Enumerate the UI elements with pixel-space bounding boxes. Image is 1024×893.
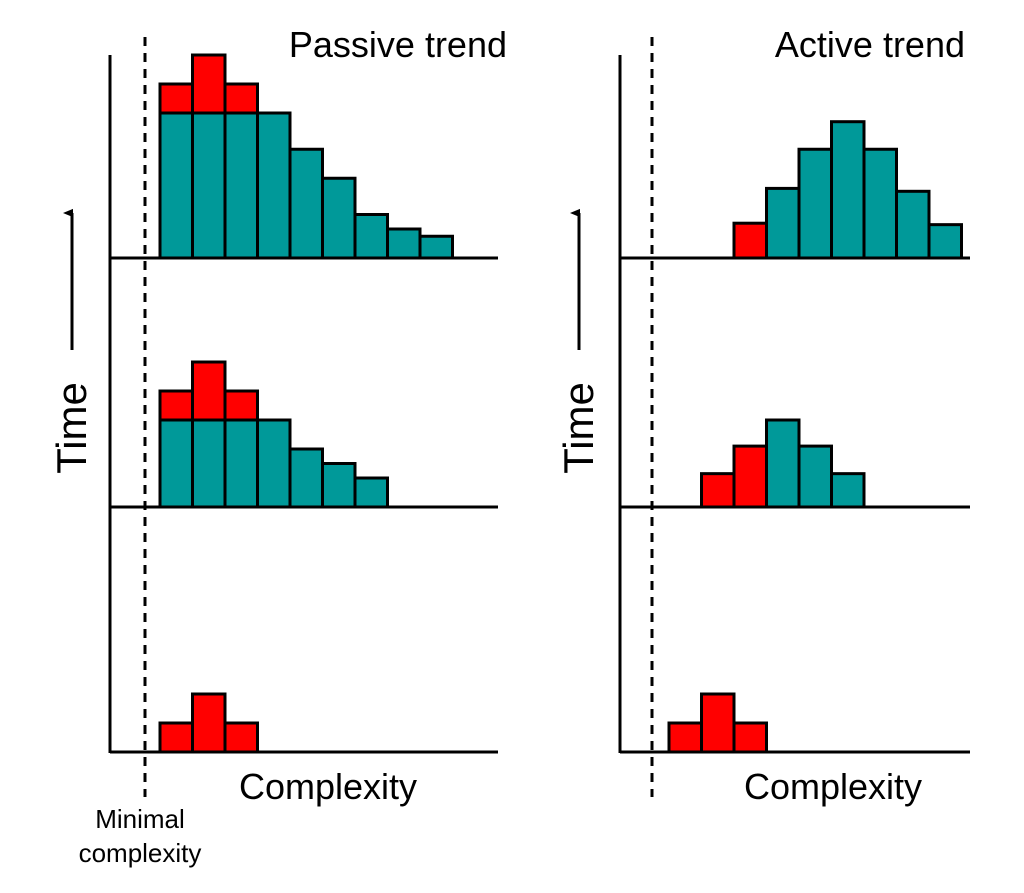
teal-bar: [797, 147, 833, 260]
teal-bar: [797, 444, 833, 509]
teal-bar: [321, 176, 357, 260]
teal-bar: [321, 462, 357, 509]
teal-bar: [353, 476, 389, 509]
red-bar: [700, 692, 736, 754]
teal-bar: [927, 223, 963, 260]
teal-bar: [288, 447, 324, 509]
red-bar: [732, 221, 768, 260]
red-bar: [732, 444, 768, 509]
teal-bar: [288, 147, 324, 260]
teal-bar: [223, 111, 259, 260]
teal-bar: [256, 111, 292, 260]
y-label: Time: [555, 382, 602, 474]
red-bar: [700, 472, 736, 509]
teal-bar: [158, 111, 194, 260]
red-bar: [667, 721, 703, 754]
teal-bar: [256, 418, 292, 509]
red-bar: [223, 721, 259, 754]
red-bar: [191, 692, 227, 754]
teal-bar: [765, 418, 801, 509]
teal-bar: [830, 120, 866, 260]
teal-bar: [191, 111, 227, 260]
x-label: Complexity: [744, 766, 922, 807]
teal-bar: [191, 418, 227, 509]
red-bar: [158, 721, 194, 754]
x-label: Complexity: [239, 766, 417, 807]
teal-bar: [862, 147, 898, 260]
red-bar: [158, 82, 194, 115]
teal-bar: [765, 186, 801, 260]
red-bar: [158, 389, 194, 422]
red-bar: [223, 82, 259, 115]
teal-bar: [895, 189, 931, 260]
teal-bar: [418, 234, 454, 260]
red-bar: [223, 389, 259, 422]
minimal-label: Minimal: [95, 804, 185, 834]
y-label: Time: [48, 382, 95, 474]
teal-bar: [223, 418, 259, 509]
teal-bar: [158, 418, 194, 509]
red-bar: [191, 53, 227, 115]
panel-title: Passive trend: [289, 24, 507, 65]
teal-bar: [386, 227, 422, 260]
panel-title: Active trend: [775, 24, 965, 65]
red-bar: [191, 360, 227, 422]
teal-bar: [353, 213, 389, 260]
red-bar: [732, 721, 768, 754]
teal-bar: [830, 472, 866, 509]
minimal-label: complexity: [79, 838, 202, 868]
